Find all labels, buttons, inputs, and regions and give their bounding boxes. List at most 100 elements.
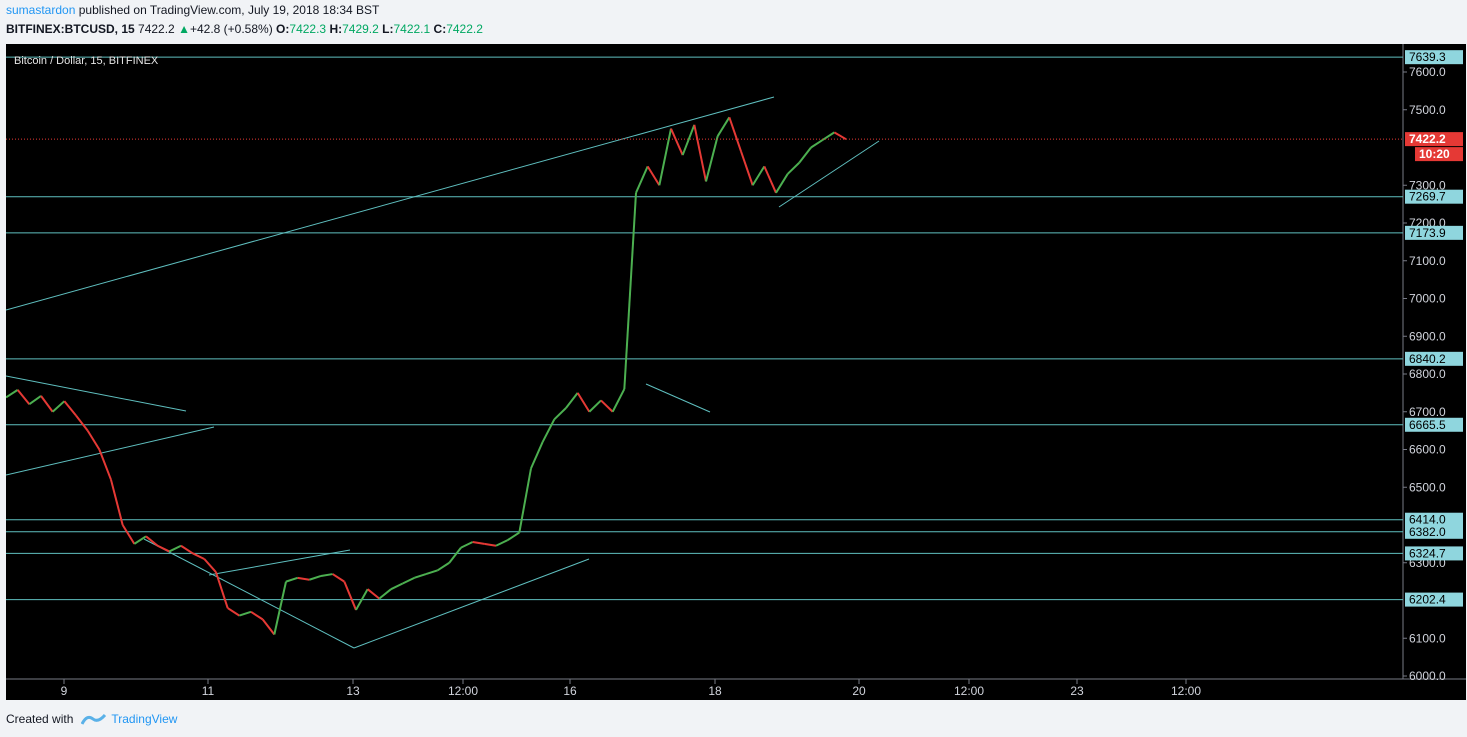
level-label-box — [1405, 189, 1463, 204]
trendline-early-descending — [5, 375, 187, 412]
price-change: +42.8 (+0.58%) — [189, 22, 273, 36]
y-tick-label: 7100.0 — [1409, 254, 1446, 268]
author-link[interactable]: sumastardon — [6, 3, 76, 17]
price-segment — [635, 165, 649, 194]
symbol-label: BITFINEX:BTCUSD, 15 — [6, 22, 135, 36]
current-price-label: 7422.2 — [1409, 132, 1446, 146]
price-segment — [484, 542, 497, 547]
price-segment — [728, 116, 742, 152]
price-segment — [541, 418, 556, 443]
trendline-recovery-support — [353, 558, 590, 649]
level-label: 6414.0 — [1409, 513, 1446, 527]
price-segment — [215, 571, 229, 609]
price-segment — [355, 588, 369, 611]
price-segment — [588, 399, 602, 413]
chart-area[interactable]: 6000.0 6100.0 6300.0 6500.0 6600.0 6700.0 6800… — [5, 44, 1466, 700]
y-tick-label: 7600.0 — [1409, 65, 1446, 79]
y-tick-label: 6900.0 — [1409, 329, 1446, 343]
price-segment — [343, 581, 357, 611]
price-segment — [716, 116, 731, 137]
level-label: 6840.2 — [1409, 352, 1446, 366]
x-tick-label: 11 — [202, 684, 215, 698]
price-segment — [437, 561, 450, 572]
price-segment — [180, 544, 194, 555]
trendline-falling-wedge-top — [208, 549, 351, 576]
level-label-box — [1405, 417, 1463, 432]
price-segment — [775, 173, 789, 194]
price-segment — [518, 468, 532, 533]
price-segment — [611, 388, 626, 413]
level-label: 7639.3 — [1409, 50, 1446, 64]
x-tick-label: 9 — [61, 684, 68, 698]
price-segment — [670, 128, 684, 156]
x-tick-label: 12:00 — [954, 684, 984, 698]
chart-background — [6, 44, 1466, 700]
price-segment — [16, 389, 31, 405]
price-segment — [600, 399, 614, 413]
price-segment — [414, 573, 427, 579]
price-segment — [203, 558, 217, 573]
publish-info: sumastardon published on TradingView.com… — [6, 3, 379, 17]
tradingview-logo-icon — [81, 713, 107, 725]
level-label-box — [1405, 512, 1463, 527]
open-value: 7422.3 — [289, 22, 327, 36]
price-segment — [40, 395, 54, 413]
low-value: 7422.1 — [393, 22, 431, 36]
price-segment — [367, 588, 380, 600]
price-segment — [75, 414, 89, 432]
price-segment — [145, 535, 159, 547]
y-tick-label: 7500.0 — [1409, 103, 1446, 117]
price-segment — [681, 124, 696, 156]
level-label: 6324.7 — [1409, 546, 1446, 560]
y-tick-label: 6500.0 — [1409, 480, 1446, 494]
level-label: 7173.9 — [1409, 226, 1446, 240]
price-segment — [98, 449, 112, 481]
price-segment — [402, 576, 415, 585]
y-tick-label: 6800.0 — [1409, 367, 1446, 381]
price-segment — [646, 165, 661, 186]
current-price-box — [1405, 132, 1463, 147]
price-segment — [157, 544, 170, 553]
up-arrow-icon: ▲ — [178, 22, 190, 36]
open-label: O: — [276, 22, 290, 36]
level-label-box — [1405, 225, 1463, 240]
price-segment — [507, 531, 520, 541]
price-segment — [658, 128, 672, 186]
tradingview-link[interactable]: TradingView — [111, 712, 178, 726]
price-segment — [309, 575, 322, 581]
level-label: 7269.7 — [1409, 190, 1446, 204]
level-label-box — [1405, 546, 1463, 561]
trendline-flag — [645, 383, 711, 413]
level-label-box — [1405, 351, 1463, 366]
trendline-falling-wedge-low — [143, 538, 355, 649]
level-label-box — [1405, 592, 1463, 607]
price-segment — [192, 552, 205, 560]
price-segment — [110, 479, 124, 526]
price-segment — [565, 392, 579, 409]
price-segment — [798, 146, 812, 164]
low-label: L: — [382, 22, 394, 36]
price-chart[interactable]: 6000.06100.06300.06500.06600.06700.06800… — [5, 44, 1466, 700]
trendlines — [5, 96, 880, 649]
price-segment — [28, 395, 42, 406]
price-segment — [623, 192, 637, 390]
price-segment — [460, 541, 474, 549]
price-segment — [553, 407, 567, 421]
price-segment — [705, 135, 719, 182]
price-segment — [833, 131, 847, 141]
trendline-recent-support — [778, 140, 880, 208]
level-label: 6202.4 — [1409, 593, 1446, 607]
price-segment — [239, 610, 252, 617]
price-segment — [425, 569, 438, 576]
price-segment — [751, 165, 766, 186]
price-segment — [740, 150, 754, 186]
price-segment — [332, 573, 345, 583]
high-value: 7429.2 — [342, 22, 379, 36]
x-tick-label: 20 — [852, 684, 866, 698]
price-segment — [786, 161, 801, 175]
countdown-box — [1415, 147, 1463, 162]
x-tick-label: 16 — [563, 684, 577, 698]
trendline-early-support — [5, 426, 215, 476]
created-with-label: Created with — [6, 712, 74, 726]
price-segment — [576, 392, 591, 413]
